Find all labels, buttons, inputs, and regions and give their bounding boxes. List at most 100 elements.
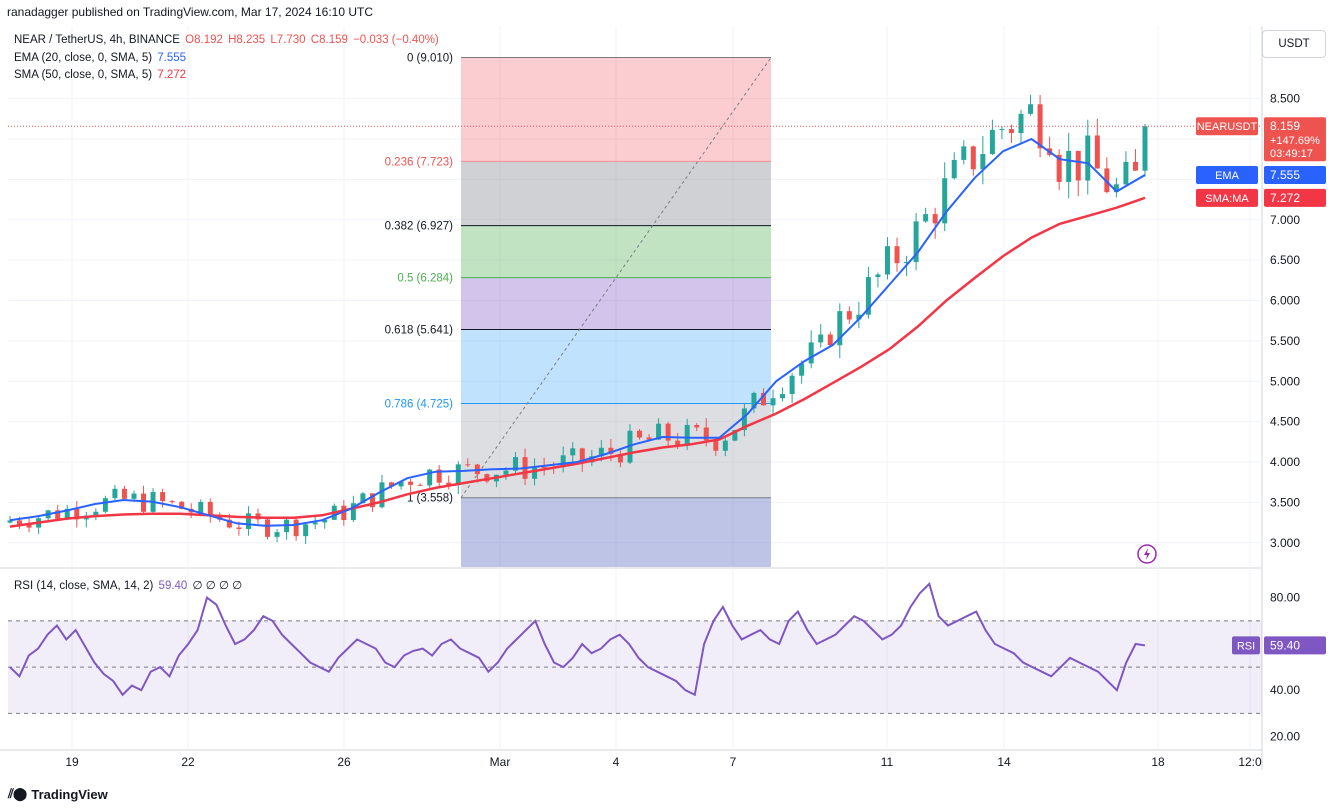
- candle-body: [1123, 161, 1129, 185]
- candle-body: [560, 455, 566, 468]
- sma-value: 7.272: [157, 69, 187, 81]
- moving-averages: [8, 125, 1262, 564]
- candle-body: [1094, 135, 1100, 169]
- candle-body: [1142, 126, 1148, 171]
- candle-body: [417, 484, 423, 486]
- ema-tag-label-box: [1196, 165, 1258, 184]
- candle-body: [322, 519, 328, 523]
- candle-body: [274, 532, 280, 537]
- ema-tag: EMA 7.555: [1196, 165, 1326, 184]
- candle-body: [112, 488, 118, 499]
- candle-body: [513, 457, 519, 471]
- time-tick-label: 18: [1151, 755, 1165, 769]
- lightning-icon-bolt: [1144, 548, 1150, 560]
- price-tick-label: 5.500: [1270, 334, 1300, 348]
- symbol-legend: NEAR / TetherUS, 4h, BINANCE O8.192 H8.2…: [14, 34, 441, 46]
- currency-unit-button[interactable]: USDT: [1262, 30, 1326, 58]
- candle-body: [894, 246, 900, 264]
- time-tick-label: 26: [337, 755, 351, 769]
- sma-line: [9, 196, 1146, 528]
- price-tick-label: 8.500: [1270, 92, 1300, 106]
- candle-body: [579, 448, 585, 463]
- candle-body: [532, 466, 538, 479]
- change-value: −0.033 (−0.40%): [353, 34, 439, 46]
- fib-level-label: 0.236 (7.723): [385, 156, 454, 168]
- candle-body: [226, 519, 232, 528]
- fib-zone-extension: [461, 497, 771, 567]
- candle-body: [303, 524, 309, 537]
- tradingview-logo-icon: ⫽⬤: [8, 786, 27, 801]
- price-tick-label: 5.000: [1270, 374, 1300, 388]
- candle-body: [837, 311, 843, 346]
- last-price-tag-value-box: [1264, 117, 1326, 162]
- rsi-extra: ∅ ∅ ∅ ∅: [192, 580, 243, 592]
- candle-body: [970, 146, 976, 170]
- last-price-change: +147.69%: [1270, 135, 1320, 147]
- candle-body: [121, 488, 127, 499]
- candle-body: [865, 277, 871, 315]
- candle-body: [379, 482, 385, 508]
- sma-label: SMA (50, close, 0, SMA, 5): [14, 69, 153, 81]
- candle-body: [989, 129, 995, 155]
- time-tick-label: Mar: [490, 755, 511, 769]
- candle-body: [656, 423, 662, 440]
- fib-level-label: 0.5 (6.284): [397, 273, 453, 285]
- candle-body: [7, 520, 13, 523]
- rsi-tick-label: 80.00: [1270, 591, 1300, 605]
- candle-body: [198, 501, 204, 513]
- price-tick-label: 6.000: [1270, 294, 1300, 308]
- ema-label: EMA (20, close, 0, SMA, 5): [14, 52, 153, 64]
- rsi-value: 59.40: [158, 580, 188, 592]
- candle-body: [341, 505, 347, 521]
- last-price-tag-value: 8.159: [1270, 119, 1300, 133]
- candle-body: [541, 466, 547, 468]
- candle-body: [102, 498, 108, 512]
- candle-body: [265, 519, 271, 537]
- candle-body: [369, 493, 375, 508]
- candle-body: [408, 481, 414, 485]
- footer-brand[interactable]: ⫽⬤ TradingView: [8, 786, 108, 802]
- ema-legend: EMA (20, close, 0, SMA, 5) 7.555: [14, 52, 188, 64]
- candle-body: [446, 482, 452, 486]
- last-price-tag-label-box: [1196, 117, 1258, 136]
- candle-body: [389, 482, 395, 487]
- candle-body: [236, 527, 242, 529]
- candle-body: [904, 261, 910, 264]
- time-tick-label: 12:0: [1238, 755, 1262, 769]
- candle-body: [942, 178, 948, 224]
- rsi-label: RSI (14, close, SMA, 14, 2): [14, 580, 154, 592]
- candle-body: [455, 464, 461, 486]
- fib-level-label: 0.618 (5.641): [385, 325, 454, 337]
- candle-body: [961, 146, 967, 160]
- candle-body: [675, 440, 681, 446]
- time-tick-label: 7: [730, 755, 737, 769]
- price-tick-label: 4.000: [1270, 455, 1300, 469]
- fib-zone: [461, 161, 771, 226]
- high-value: H8.235: [228, 34, 266, 46]
- fib-zone: [461, 277, 771, 330]
- candle-body: [827, 334, 833, 346]
- candle-body: [427, 469, 433, 486]
- candle-body: [760, 392, 766, 406]
- candle-body: [1085, 135, 1091, 181]
- candle-body: [360, 493, 366, 504]
- candle-body: [636, 430, 642, 438]
- candle-body: [1113, 184, 1119, 193]
- open-value: O8.192: [185, 34, 223, 46]
- candle-body: [436, 469, 442, 483]
- ema-tag-label: EMA: [1215, 170, 1240, 182]
- candle-body: [1018, 113, 1024, 134]
- time-tick-label: 22: [181, 755, 195, 769]
- candle-body: [684, 424, 690, 446]
- time-tick-label: 19: [65, 755, 79, 769]
- candle-body: [141, 493, 147, 512]
- candle-body: [751, 392, 757, 409]
- candle-body: [93, 511, 99, 516]
- candle-body: [398, 481, 404, 487]
- price-tick-label: 7.000: [1270, 213, 1300, 227]
- sma-legend: SMA (50, close, 0, SMA, 5) 7.272: [14, 69, 188, 81]
- ema-value: 7.555: [157, 52, 187, 64]
- time-axis: 19 22 26 Mar 4 7 11 14 18 12:0: [65, 755, 1262, 769]
